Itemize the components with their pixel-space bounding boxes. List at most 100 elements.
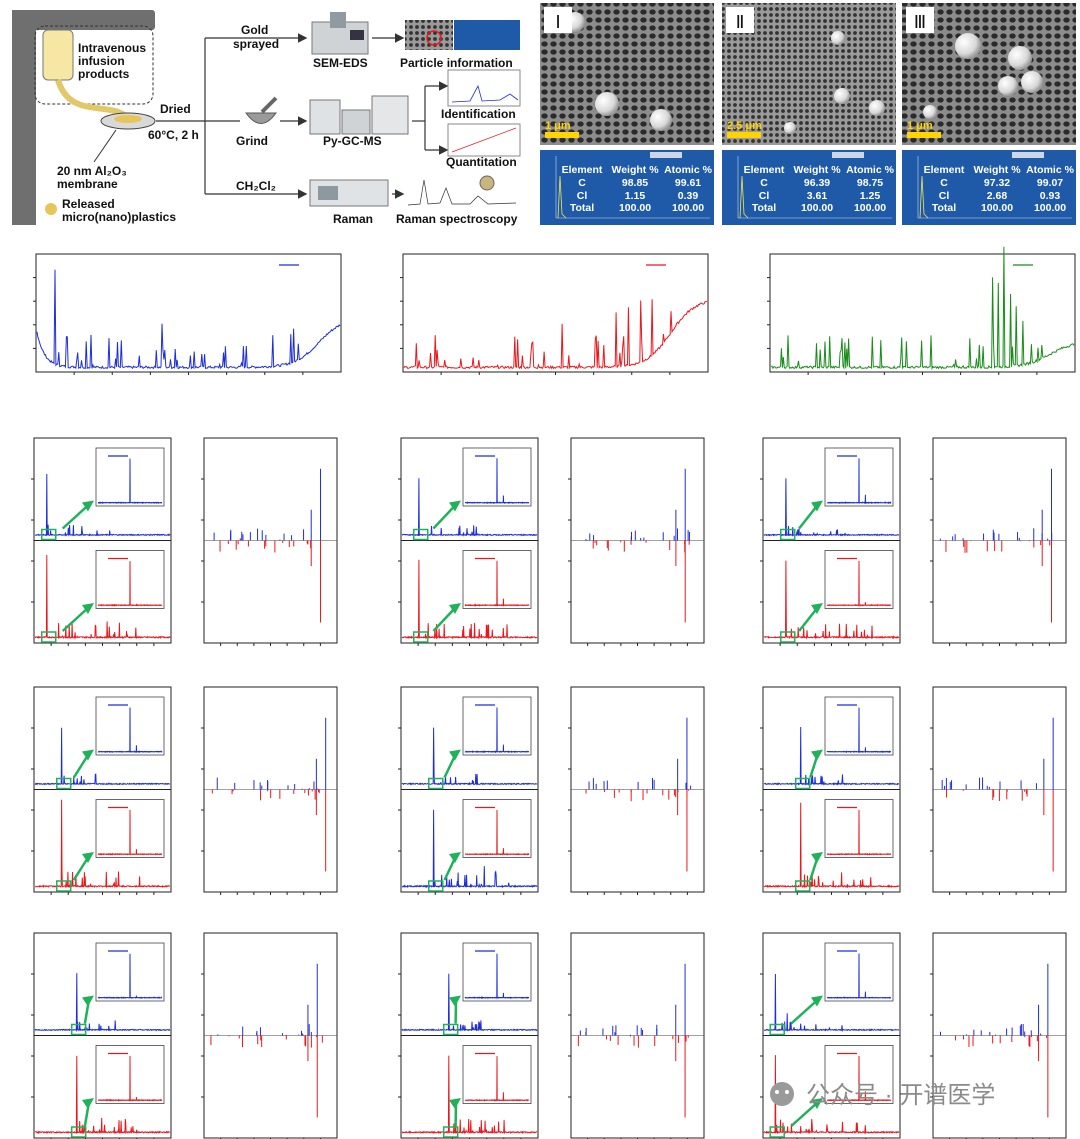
eds-table: Element Weight % Atomic % C 96.39 98.75 Cl 3.61… <box>722 150 896 225</box>
infusion-bag-icon <box>42 29 74 81</box>
spectrum-trace <box>97 1055 163 1103</box>
mirror-spectrum-8 <box>568 932 705 1139</box>
panel-numeral-box <box>906 7 934 33</box>
sem-panel-1: Ⅰ 1 μm Element Weight % Atomic % C 98.85 99.61 C… <box>540 3 714 225</box>
spectrum-trace <box>34 1055 171 1135</box>
zoom-box <box>70 1126 87 1138</box>
particle-info-thumbnail <box>405 20 520 50</box>
eds-header-cell: Atomic % <box>664 164 713 176</box>
spectrum-trace <box>97 707 163 754</box>
zoom-arrow <box>432 503 457 530</box>
spectrum-trace <box>770 246 1075 371</box>
spectrum-trace <box>401 478 538 537</box>
gold-label-1: Gold <box>241 23 268 37</box>
infusion-tube <box>55 78 131 121</box>
spectrum-trace <box>826 1055 892 1102</box>
chromatogram-pair-9 <box>760 932 901 1139</box>
spectrum-trace <box>763 560 900 640</box>
spectrum-trace <box>465 458 530 505</box>
iv-stand-arm <box>12 10 155 30</box>
panel-numeral: Ⅰ <box>555 12 560 32</box>
eds-cell: Cl <box>759 190 770 202</box>
spectrum-trace <box>763 1055 900 1135</box>
zoom-box <box>442 1126 459 1138</box>
eds-cell: C <box>578 177 586 189</box>
zoom-box <box>427 777 444 790</box>
spectrum-trace <box>34 727 170 786</box>
mirror-spectrum-7 <box>201 932 338 1139</box>
tic-chart-1 <box>33 253 342 375</box>
scale-bar <box>545 132 579 138</box>
membrane-label-1: 20 nm Al₂O₃ <box>57 164 127 178</box>
zoom-box <box>412 631 429 643</box>
raman-instrument-icon <box>309 179 389 207</box>
scale-bar <box>907 132 941 138</box>
zoom-box <box>442 1023 459 1036</box>
eds-header-cell: Weight % <box>973 164 1021 176</box>
scale-bar <box>727 132 761 138</box>
zoom-box <box>794 880 811 892</box>
particle-sphere <box>831 31 845 45</box>
particle-sphere <box>650 109 672 131</box>
eds-cell: 98.75 <box>857 177 883 189</box>
zoom-box <box>40 528 57 541</box>
eds-header-cell: Atomic % <box>1026 164 1075 176</box>
zoom-arrow <box>61 606 90 632</box>
eds-cell: 98.85 <box>622 177 648 189</box>
eds-cell: Cl <box>939 190 950 202</box>
eds-cell: 99.07 <box>1037 177 1063 189</box>
eds-cell: Total <box>752 202 776 214</box>
zoom-box <box>779 631 796 643</box>
infusion-label-2: infusion <box>78 54 125 68</box>
eds-header-cell: Element <box>562 164 603 176</box>
workflow-schematic: Intravenous infusion products 20 nm Al₂O₃ m… <box>12 10 521 226</box>
spectrum-trace <box>97 809 163 856</box>
membrane-particles-icon <box>114 115 142 123</box>
sem-panels: Ⅰ 1 μm Element Weight % Atomic % C 98.85 99.61 C… <box>540 3 1076 225</box>
particle-sphere <box>834 88 850 104</box>
zoom-arrow <box>61 503 90 530</box>
spectrum-trace <box>401 727 538 786</box>
particle-sphere <box>1008 46 1032 70</box>
spectrum-trace <box>36 269 341 370</box>
spectrum-trace <box>401 973 538 1032</box>
eds-header-cell: Element <box>924 164 965 176</box>
eds-header-cell: Weight % <box>793 164 841 176</box>
panel-numeral-box <box>544 7 572 33</box>
quantitation-thumbnail <box>447 123 521 157</box>
eds-cell: 100.00 <box>619 202 651 214</box>
identification-label: Identification <box>441 107 516 121</box>
eds-cell: 100.00 <box>854 202 886 214</box>
particle-info-label: Particle information <box>400 56 513 70</box>
scale-label: 1 μm <box>545 120 571 132</box>
grind-label: Grind <box>236 134 268 148</box>
sem-eds-instrument-icon <box>311 12 369 55</box>
spectrum-trace <box>403 299 708 370</box>
particle-sphere <box>923 105 937 119</box>
chromatogram-pair-7 <box>31 932 172 1139</box>
watermark-text: 公众号 · 开谱医学 <box>806 1082 995 1109</box>
sem-eds-label: SEM-EDS <box>313 56 368 70</box>
zoom-box <box>769 1023 785 1036</box>
zoom-arrow <box>790 998 819 1025</box>
zoom-box <box>40 631 57 643</box>
mirror-spectrum-3 <box>930 437 1067 646</box>
eds-header-cell: Atomic % <box>846 164 895 176</box>
mirror-spectrum-9 <box>930 932 1067 1139</box>
panel-numeral-box <box>726 7 754 33</box>
gold-label-2: sprayed <box>233 37 279 51</box>
eds-cell: 2.68 <box>987 190 1008 202</box>
zoom-box <box>794 777 811 790</box>
spectrum-trace <box>763 802 900 889</box>
spectrum-trace <box>464 560 530 607</box>
mortar-icon <box>245 112 277 124</box>
membrane-label-2: membrane <box>57 177 118 191</box>
eds-header-cell: Weight % <box>611 164 659 176</box>
spectrum-trace <box>35 799 171 889</box>
chromatogram-pair-1 <box>31 437 172 646</box>
infusion-label-3: products <box>78 67 130 81</box>
eds-table: Element Weight % Atomic % C 98.85 99.61 Cl 1.15… <box>540 150 714 225</box>
tic-chart-2 <box>400 253 709 375</box>
